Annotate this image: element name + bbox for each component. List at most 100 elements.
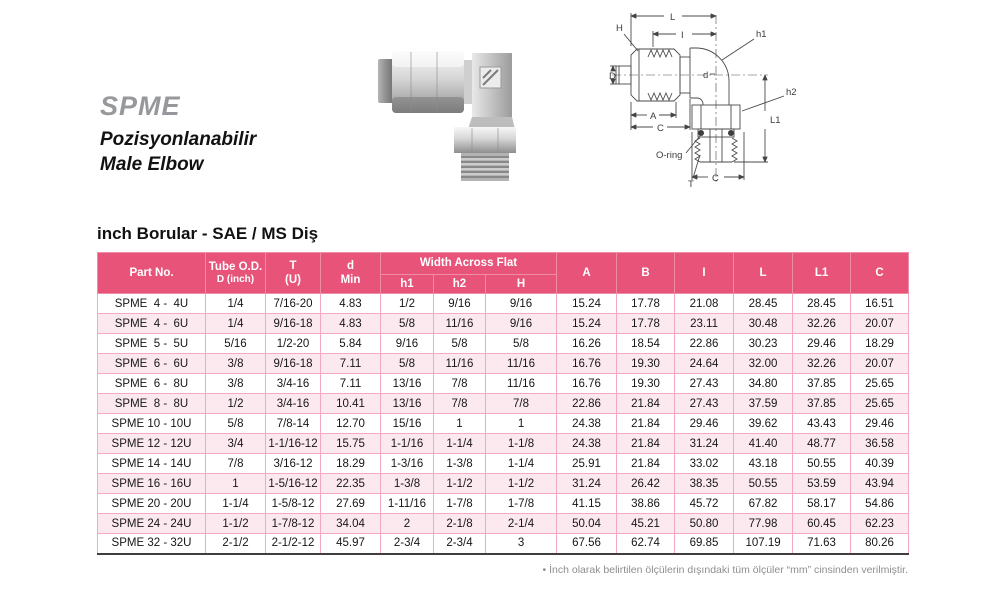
table-row: SPME 4 - 4U 1/4 7/16-20 4.83 1/2 9/16 9/16 15.2… bbox=[97, 293, 910, 314]
value-cell: 43.94 bbox=[850, 473, 910, 494]
value-cell: 22.86 bbox=[674, 333, 735, 354]
value-cell: 1/4 bbox=[205, 313, 266, 334]
value-cell: 45.21 bbox=[616, 513, 676, 534]
value-cell: 19.30 bbox=[616, 353, 676, 374]
header-tube-od-line1: Tube O.D. bbox=[208, 260, 263, 273]
value-cell: 17.78 bbox=[616, 293, 676, 314]
part-no-cell: SPME 4 - 4U bbox=[97, 293, 206, 314]
value-cell: 21.84 bbox=[616, 433, 676, 454]
dim-label-T: T bbox=[688, 179, 694, 190]
value-cell: 16.51 bbox=[850, 293, 910, 314]
header-H: H bbox=[484, 274, 558, 294]
value-cell: 1-1/4 bbox=[484, 453, 558, 474]
dim-label-C-left: C bbox=[657, 123, 664, 134]
table-body: SPME 4 - 4U 1/4 7/16-20 4.83 1/2 9/16 9/16 15.2… bbox=[97, 293, 910, 554]
part-no-cell: SPME 32 - 32U bbox=[97, 533, 206, 554]
value-cell: 3/16-12 bbox=[265, 453, 321, 474]
value-cell: 2-3/4 bbox=[433, 533, 486, 554]
part-no-cell: SPME 14 - 14U bbox=[97, 453, 206, 474]
value-cell: 21.84 bbox=[616, 453, 676, 474]
value-cell: 62.23 bbox=[850, 513, 910, 534]
value-cell: 5/8 bbox=[380, 313, 434, 334]
value-cell: 16.26 bbox=[556, 333, 618, 354]
value-cell: 50.04 bbox=[556, 513, 618, 534]
footnote: • İnch olarak belirtilen ölçülerin dışın… bbox=[542, 564, 908, 576]
value-cell: 62.74 bbox=[616, 533, 676, 554]
value-cell: 69.85 bbox=[674, 533, 735, 554]
value-cell: 2-1/2 bbox=[205, 533, 266, 554]
value-cell: 1-1/2 bbox=[433, 473, 486, 494]
value-cell: 1 bbox=[484, 413, 558, 434]
header-B: B bbox=[616, 252, 676, 294]
header-I: I bbox=[674, 252, 735, 294]
value-cell: 20.07 bbox=[850, 353, 910, 374]
header-thread-line1: T bbox=[289, 259, 297, 272]
header-L1: L1 bbox=[792, 252, 852, 294]
value-cell: 32.26 bbox=[792, 353, 852, 374]
value-cell: 1/2 bbox=[380, 293, 434, 314]
value-cell: 23.11 bbox=[674, 313, 735, 334]
value-cell: 28.45 bbox=[733, 293, 794, 314]
value-cell: 77.98 bbox=[733, 513, 794, 534]
value-cell: 34.80 bbox=[733, 373, 794, 394]
value-cell: 1-1/4 bbox=[433, 433, 486, 454]
value-cell: 18.54 bbox=[616, 333, 676, 354]
value-cell: 4.83 bbox=[320, 313, 381, 334]
value-cell: 107.19 bbox=[733, 533, 794, 554]
value-cell: 11/16 bbox=[484, 353, 558, 374]
value-cell: 5/8 bbox=[484, 333, 558, 354]
value-cell: 25.65 bbox=[850, 393, 910, 414]
header-h1: h1 bbox=[380, 274, 434, 294]
table-row: SPME 14 - 14U 7/8 3/16-12 18.29 1-3/16 1-3/8 1… bbox=[97, 453, 910, 474]
value-cell: 4.83 bbox=[320, 293, 381, 314]
part-no-cell: SPME 24 - 24U bbox=[97, 513, 206, 534]
dim-label-D: D bbox=[609, 71, 616, 82]
value-cell: 38.35 bbox=[674, 473, 735, 494]
value-cell: 29.46 bbox=[850, 413, 910, 434]
dim-label-I: I bbox=[681, 30, 684, 41]
table-row: SPME 12 - 12U 3/4 1-1/16-12 15.75 1-1/16 1-1/… bbox=[97, 433, 910, 454]
technical-diagram: L I H h1 D d h2 L1 A C O-ring T C bbox=[609, 12, 797, 190]
value-cell: 32.26 bbox=[792, 313, 852, 334]
dim-label-o-ring: O-ring bbox=[656, 150, 682, 161]
value-cell: 5.84 bbox=[320, 333, 381, 354]
value-cell: 5/8 bbox=[433, 333, 486, 354]
value-cell: 22.86 bbox=[556, 393, 618, 414]
value-cell: 27.69 bbox=[320, 493, 381, 514]
value-cell: 18.29 bbox=[320, 453, 381, 474]
header-d-min-line1: d bbox=[346, 259, 355, 272]
value-cell: 17.78 bbox=[616, 313, 676, 334]
value-cell: 22.35 bbox=[320, 473, 381, 494]
dim-label-d: d bbox=[703, 70, 708, 81]
value-cell: 21.08 bbox=[674, 293, 735, 314]
value-cell: 11/16 bbox=[433, 313, 486, 334]
value-cell: 30.48 bbox=[733, 313, 794, 334]
value-cell: 16.76 bbox=[556, 353, 618, 374]
value-cell: 7/8 bbox=[433, 373, 486, 394]
header-tube-od: Tube O.D. D (inch) bbox=[205, 252, 266, 294]
value-cell: 37.85 bbox=[792, 373, 852, 394]
value-cell: 16.76 bbox=[556, 373, 618, 394]
value-cell: 5/16 bbox=[205, 333, 266, 354]
value-cell: 13/16 bbox=[380, 393, 434, 414]
value-cell: 10.41 bbox=[320, 393, 381, 414]
header-tube-od-line2: D (inch) bbox=[216, 273, 255, 285]
value-cell: 29.46 bbox=[674, 413, 735, 434]
value-cell: 2-1/8 bbox=[433, 513, 486, 534]
value-cell: 36.58 bbox=[850, 433, 910, 454]
value-cell: 5/8 bbox=[205, 413, 266, 434]
value-cell: 5/8 bbox=[380, 353, 434, 374]
value-cell: 1 bbox=[433, 413, 486, 434]
value-cell: 37.59 bbox=[733, 393, 794, 414]
table-row: SPME 5 - 5U 5/16 1/2-20 5.84 9/16 5/8 5/8 16.26… bbox=[97, 333, 910, 354]
value-cell: 13/16 bbox=[380, 373, 434, 394]
part-no-cell: SPME 6 - 8U bbox=[97, 373, 206, 394]
value-cell: 2-1/2-12 bbox=[265, 533, 321, 554]
diagram-labels: L I H h1 D d h2 L1 A C O-ring T C bbox=[609, 12, 797, 190]
value-cell: 1-3/8 bbox=[433, 453, 486, 474]
value-cell: 2 bbox=[380, 513, 434, 534]
value-cell: 3 bbox=[484, 533, 558, 554]
value-cell: 19.30 bbox=[616, 373, 676, 394]
value-cell: 1-3/8 bbox=[380, 473, 434, 494]
value-cell: 43.43 bbox=[792, 413, 852, 434]
